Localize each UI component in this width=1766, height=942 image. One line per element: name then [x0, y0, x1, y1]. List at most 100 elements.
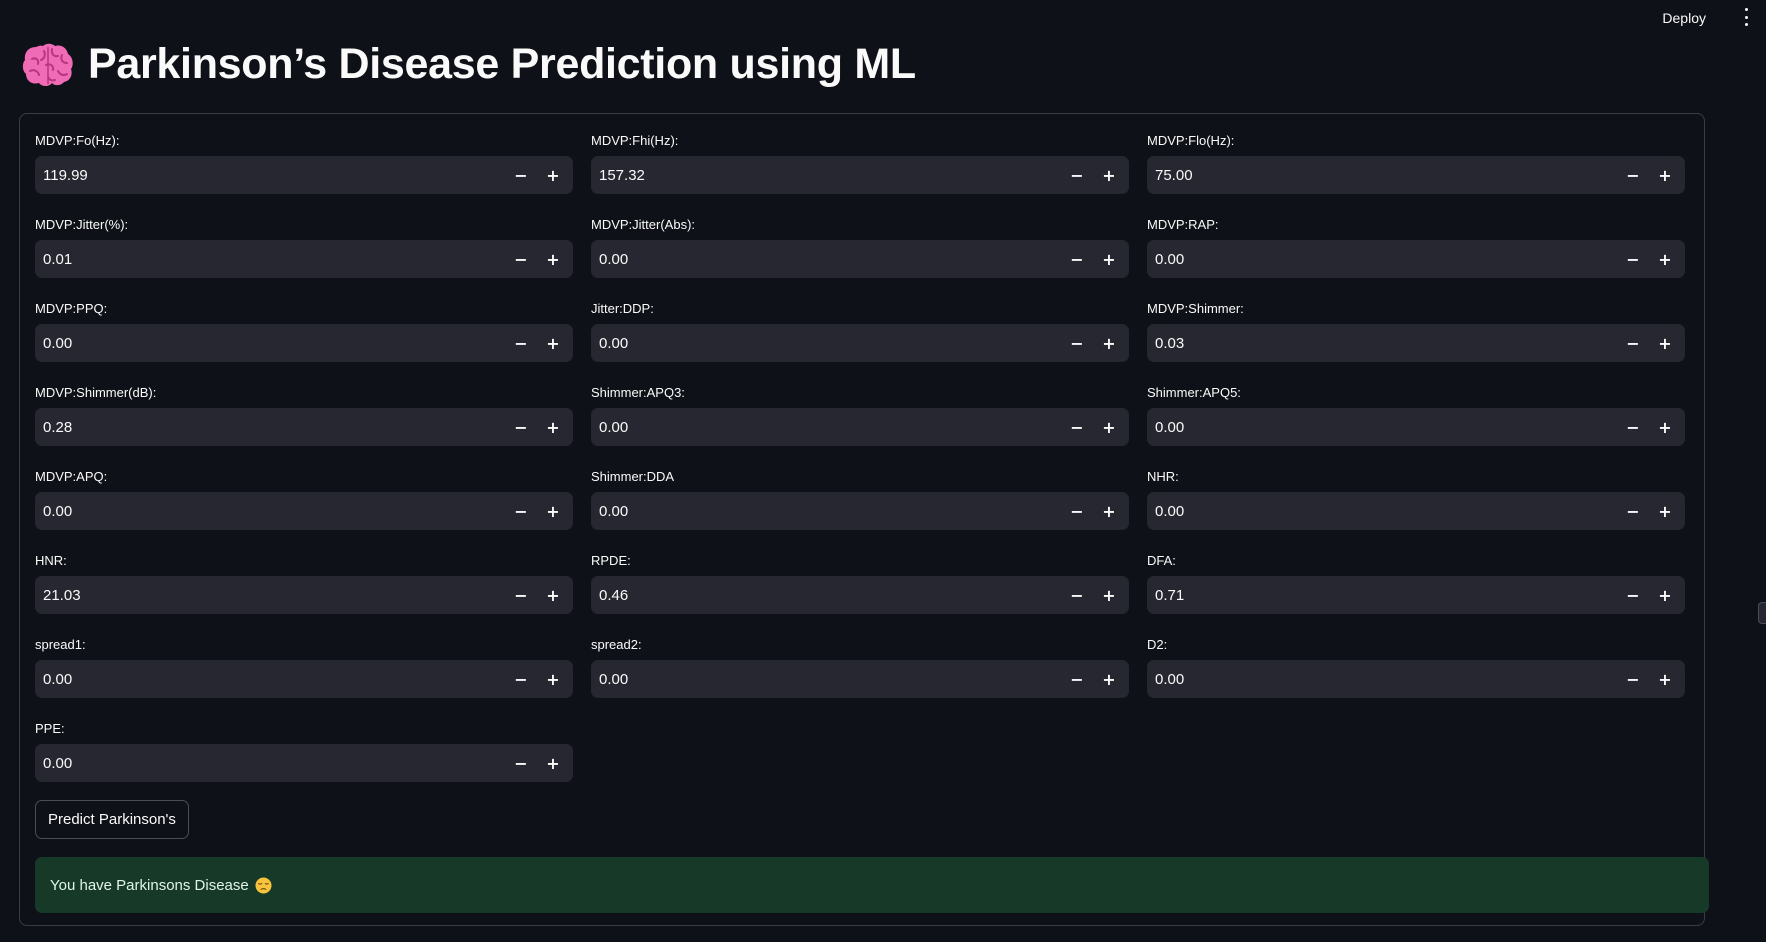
page-title: Parkinson’s Disease Prediction using ML	[22, 40, 916, 89]
number-input[interactable]	[1147, 407, 1617, 447]
increment-button[interactable]: +	[537, 660, 569, 698]
number-field: MDVP:Shimmer: −+	[1147, 300, 1685, 384]
decrement-button[interactable]: −	[1617, 240, 1649, 278]
number-input[interactable]	[35, 323, 505, 363]
pensive-face-icon	[255, 876, 272, 894]
increment-button[interactable]: +	[537, 324, 569, 362]
increment-button[interactable]: +	[1093, 492, 1125, 530]
number-input[interactable]	[591, 407, 1061, 447]
number-input[interactable]	[35, 407, 505, 447]
decrement-button[interactable]: −	[1617, 156, 1649, 194]
number-input[interactable]	[591, 239, 1061, 279]
number-input-container: −+	[591, 575, 1129, 615]
number-field: MDVP:Flo(Hz): −+	[1147, 132, 1685, 216]
number-input[interactable]	[591, 491, 1061, 531]
number-input-container: −+	[591, 155, 1129, 195]
decrement-button[interactable]: −	[1617, 660, 1649, 698]
decrement-button[interactable]: −	[1617, 492, 1649, 530]
number-input[interactable]	[591, 659, 1061, 699]
number-input[interactable]	[591, 155, 1061, 195]
decrement-button[interactable]: −	[1061, 660, 1093, 698]
field-label: RPDE:	[591, 553, 631, 568]
number-input-container: −+	[35, 323, 573, 363]
increment-button[interactable]: +	[1649, 240, 1681, 278]
number-input[interactable]	[35, 239, 505, 279]
decrement-button[interactable]: −	[1061, 240, 1093, 278]
decrement-button[interactable]: −	[505, 240, 537, 278]
decrement-button[interactable]: −	[505, 324, 537, 362]
increment-button[interactable]: +	[1649, 576, 1681, 614]
decrement-button[interactable]: −	[1061, 408, 1093, 446]
number-input-container: −+	[35, 239, 573, 279]
increment-button[interactable]: +	[1093, 324, 1125, 362]
increment-button[interactable]: +	[537, 156, 569, 194]
field-label: DFA:	[1147, 553, 1176, 568]
deploy-button[interactable]: Deploy	[1654, 6, 1714, 30]
field-label: MDVP:Jitter(Abs):	[591, 217, 696, 232]
decrement-button[interactable]: −	[1061, 576, 1093, 614]
number-input[interactable]	[1147, 239, 1617, 279]
decrement-button[interactable]: −	[1061, 324, 1093, 362]
predict-button[interactable]: Predict Parkinson's	[35, 800, 189, 839]
decrement-button[interactable]: −	[505, 576, 537, 614]
decrement-button[interactable]: −	[505, 156, 537, 194]
decrement-button[interactable]: −	[1061, 492, 1093, 530]
number-input[interactable]	[591, 323, 1061, 363]
number-input[interactable]	[1147, 575, 1617, 615]
decrement-button[interactable]: −	[505, 744, 537, 782]
prediction-form: MDVP:Fo(Hz):−+MDVP:Fhi(Hz):−+MDVP:Flo(Hz…	[19, 113, 1709, 926]
decrement-button[interactable]: −	[1617, 576, 1649, 614]
decrement-button[interactable]: −	[1617, 324, 1649, 362]
number-input[interactable]	[35, 155, 505, 195]
number-input-container: −+	[1147, 491, 1685, 531]
increment-button[interactable]: +	[1649, 408, 1681, 446]
number-input[interactable]	[35, 491, 505, 531]
number-input-container: −+	[591, 491, 1129, 531]
number-field: Shimmer:APQ5: −+	[1147, 384, 1685, 468]
field-label: Shimmer:APQ3:	[591, 385, 685, 400]
increment-button[interactable]: +	[1649, 660, 1681, 698]
field-label: MDVP:Jitter(%):	[35, 217, 129, 232]
increment-button[interactable]: +	[1093, 408, 1125, 446]
increment-button[interactable]: +	[1649, 324, 1681, 362]
increment-button[interactable]: +	[1093, 576, 1125, 614]
decrement-button[interactable]: −	[505, 660, 537, 698]
number-field: PPE: −+	[35, 720, 573, 804]
number-field: Jitter:DDP: −+	[591, 300, 1129, 384]
number-input[interactable]	[1147, 323, 1617, 363]
increment-button[interactable]: +	[537, 408, 569, 446]
increment-button[interactable]: +	[1093, 240, 1125, 278]
increment-button[interactable]: +	[1093, 660, 1125, 698]
number-input[interactable]	[1147, 659, 1617, 699]
field-label: MDVP:Shimmer:	[1147, 301, 1244, 316]
result-alert: You have Parkinsons Disease	[35, 857, 1709, 913]
increment-button[interactable]: +	[537, 240, 569, 278]
increment-button[interactable]: +	[1093, 156, 1125, 194]
field-label: MDVP:Shimmer(dB):	[35, 385, 157, 400]
increment-button[interactable]: +	[537, 492, 569, 530]
brain-icon	[22, 43, 73, 86]
field-label: MDVP:Fhi(Hz):	[591, 133, 679, 148]
increment-button[interactable]: +	[1649, 492, 1681, 530]
number-input[interactable]	[35, 743, 505, 783]
sidebar-expand-handle[interactable]	[1758, 602, 1766, 624]
number-input[interactable]	[1147, 155, 1617, 195]
number-field: HNR: −+	[35, 552, 573, 636]
number-field: NHR: −+	[1147, 468, 1685, 552]
increment-button[interactable]: +	[537, 576, 569, 614]
increment-button[interactable]: +	[1649, 156, 1681, 194]
number-input-container: −+	[591, 239, 1129, 279]
number-input[interactable]	[1147, 491, 1617, 531]
decrement-button[interactable]: −	[1061, 156, 1093, 194]
decrement-button[interactable]: −	[505, 492, 537, 530]
number-field: spread2: −+	[591, 636, 1129, 720]
increment-button[interactable]: +	[537, 744, 569, 782]
number-input[interactable]	[591, 575, 1061, 615]
decrement-button[interactable]: −	[505, 408, 537, 446]
field-label: spread1:	[35, 637, 86, 652]
decrement-button[interactable]: −	[1617, 408, 1649, 446]
main-menu-icon[interactable]	[1740, 8, 1752, 26]
number-input[interactable]	[35, 575, 505, 615]
number-input-container: −+	[591, 407, 1129, 447]
number-input[interactable]	[35, 659, 505, 699]
